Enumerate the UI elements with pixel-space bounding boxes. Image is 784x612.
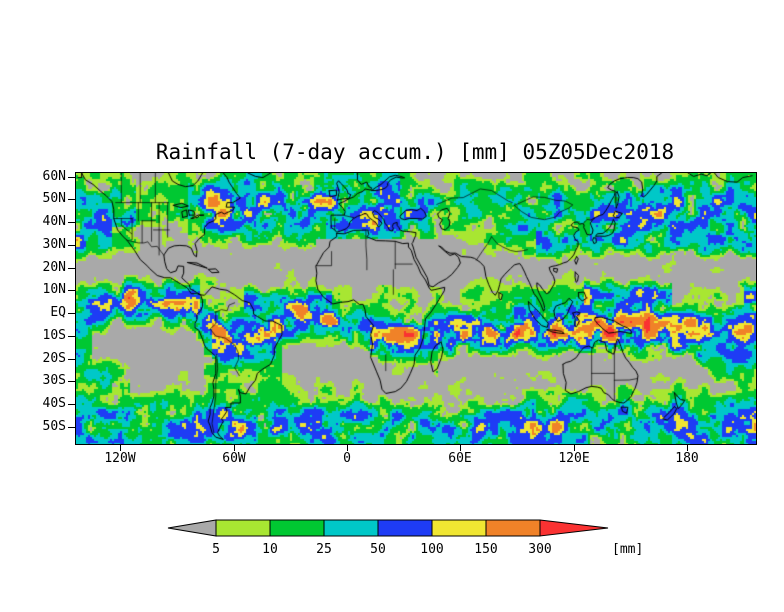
y-tick-label-40S: 40S bbox=[42, 396, 66, 411]
x-axis-tick bbox=[687, 445, 688, 451]
y-tick-label-20S: 20S bbox=[42, 351, 66, 366]
x-tick-label-60E: 60E bbox=[448, 451, 472, 466]
y-axis-tick bbox=[68, 404, 75, 405]
x-tick-label-0: 0 bbox=[343, 451, 351, 466]
y-tick-label-40N: 40N bbox=[42, 214, 66, 229]
y-tick-label-50S: 50S bbox=[42, 419, 66, 434]
colorbar-band-50-100 bbox=[377, 519, 433, 537]
x-tick-label-120E: 120E bbox=[558, 451, 590, 466]
x-axis-tick bbox=[234, 445, 235, 451]
colorbar-band-150-300 bbox=[485, 519, 541, 537]
y-axis-tick bbox=[68, 245, 75, 246]
y-tick-label-30S: 30S bbox=[42, 373, 66, 388]
x-tick-label-60W: 60W bbox=[222, 451, 246, 466]
x-axis-tick bbox=[574, 445, 575, 451]
y-axis-tick bbox=[68, 313, 75, 314]
colorbar-band-100-150 bbox=[431, 519, 487, 537]
y-axis-tick bbox=[68, 427, 75, 428]
colorbar-right-arrow bbox=[539, 519, 609, 537]
chart-title: Rainfall (7-day accum.) [mm] 05Z05Dec201… bbox=[155, 140, 675, 164]
y-tick-label-EQ: EQ bbox=[50, 305, 66, 320]
colorbar-label-100: 100 bbox=[420, 542, 443, 557]
colorbar-band-25-50 bbox=[323, 519, 379, 537]
y-axis-tick bbox=[68, 222, 75, 223]
rainfall-heatmap-canvas bbox=[76, 173, 756, 444]
x-axis-tick bbox=[460, 445, 461, 451]
y-axis-tick bbox=[68, 177, 75, 178]
y-tick-label-20N: 20N bbox=[42, 260, 66, 275]
map-frame bbox=[75, 172, 757, 445]
colorbar-band-10-25 bbox=[269, 519, 325, 537]
y-axis-tick bbox=[68, 381, 75, 382]
y-axis-tick bbox=[68, 290, 75, 291]
y-axis-tick bbox=[68, 359, 75, 360]
x-tick-label-180: 180 bbox=[675, 451, 699, 466]
colorbar-label-5: 5 bbox=[212, 542, 220, 557]
y-tick-label-50N: 50N bbox=[42, 191, 66, 206]
colorbar-label-150: 150 bbox=[474, 542, 497, 557]
colorbar-band-5-10 bbox=[215, 519, 271, 537]
colorbar-label-25: 25 bbox=[316, 542, 332, 557]
colorbar-unit-label: [mm] bbox=[612, 542, 643, 557]
y-axis-tick bbox=[68, 199, 75, 200]
x-tick-label-120W: 120W bbox=[104, 451, 136, 466]
colorbar-label-50: 50 bbox=[370, 542, 386, 557]
y-tick-label-60N: 60N bbox=[42, 169, 66, 184]
colorbar-label-10: 10 bbox=[262, 542, 278, 557]
y-tick-label-10N: 10N bbox=[42, 282, 66, 297]
y-tick-label-10S: 10S bbox=[42, 328, 66, 343]
colorbar-legend: 5 10 25 50 100 150 300 [mm] bbox=[167, 519, 643, 557]
x-axis-tick bbox=[347, 445, 348, 451]
colorbar-label-300: 300 bbox=[528, 542, 551, 557]
y-axis-tick bbox=[68, 268, 75, 269]
x-axis-tick bbox=[120, 445, 121, 451]
y-axis-tick bbox=[68, 336, 75, 337]
y-tick-label-30N: 30N bbox=[42, 237, 66, 252]
colorbar-left-arrow bbox=[167, 519, 217, 537]
